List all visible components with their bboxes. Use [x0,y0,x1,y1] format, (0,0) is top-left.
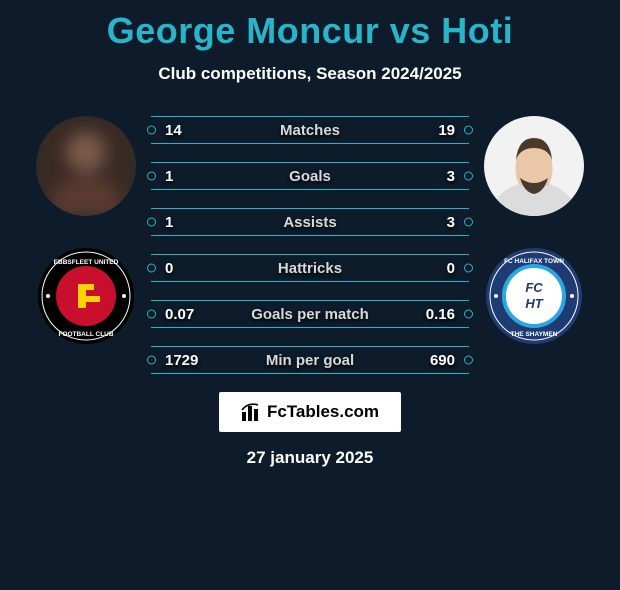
stat-label: Goals [289,168,331,185]
person-icon [36,116,136,216]
stat-left-value: 1729 [165,352,198,369]
stat-row: 0 Hattricks 0 [151,254,469,282]
comparison-subtitle: Club competitions, Season 2024/2025 [0,64,620,84]
stat-label: Matches [280,122,340,139]
svg-text:HT: HT [525,296,543,311]
left-player-avatar [36,116,136,216]
brand-text: FcTables.com [267,402,379,422]
stats-column: 14 Matches 19 1 Goals 3 1 Assists 3 0 Ha… [141,116,479,374]
stat-left-value: 1 [165,214,173,231]
stat-row: 1 Goals 3 [151,162,469,190]
comparison-body: EBBSFLEET UNITED FOOTBALL CLUB 14 Matche… [0,116,620,374]
brand-badge: FcTables.com [219,392,401,432]
stat-label: Goals per match [251,306,369,323]
svg-text:EBBSFLEET UNITED: EBBSFLEET UNITED [54,259,119,266]
footer: FcTables.com 27 january 2025 [0,392,620,468]
stat-left-value: 0 [165,260,173,277]
stat-right-value: 0.16 [426,306,455,323]
stat-right-value: 3 [447,168,455,185]
stat-left-value: 0.07 [165,306,194,323]
right-club-crest: FC HT FC HALIFAX TOWN THE SHAYMEN [484,246,584,346]
comparison-title: George Moncur vs Hoti [0,10,620,52]
svg-text:FC: FC [525,280,543,295]
ebbsfleet-crest-icon: EBBSFLEET UNITED FOOTBALL CLUB [36,246,136,346]
stat-label: Assists [283,214,336,231]
stat-right-value: 19 [438,122,455,139]
person-icon [484,116,584,216]
halifax-crest-icon: FC HT FC HALIFAX TOWN THE SHAYMEN [484,246,584,346]
stat-right-value: 3 [447,214,455,231]
stat-row: 1729 Min per goal 690 [151,346,469,374]
stat-left-value: 1 [165,168,173,185]
stat-label: Hattricks [278,260,342,277]
stat-row: 1 Assists 3 [151,208,469,236]
bar-chart-icon [241,402,261,422]
svg-text:FOOTBALL CLUB: FOOTBALL CLUB [58,331,113,338]
stat-right-value: 0 [447,260,455,277]
stat-left-value: 14 [165,122,182,139]
stat-right-value: 690 [430,352,455,369]
stat-label: Min per goal [266,352,354,369]
svg-text:FC HALIFAX TOWN: FC HALIFAX TOWN [504,258,564,265]
stat-row: 14 Matches 19 [151,116,469,144]
right-player-column: FC HT FC HALIFAX TOWN THE SHAYMEN [479,116,589,346]
snapshot-date: 27 january 2025 [247,448,374,468]
svg-text:THE SHAYMEN: THE SHAYMEN [511,331,558,338]
left-player-column: EBBSFLEET UNITED FOOTBALL CLUB [31,116,141,346]
right-player-avatar [484,116,584,216]
stat-row: 0.07 Goals per match 0.16 [151,300,469,328]
left-club-crest: EBBSFLEET UNITED FOOTBALL CLUB [36,246,136,346]
